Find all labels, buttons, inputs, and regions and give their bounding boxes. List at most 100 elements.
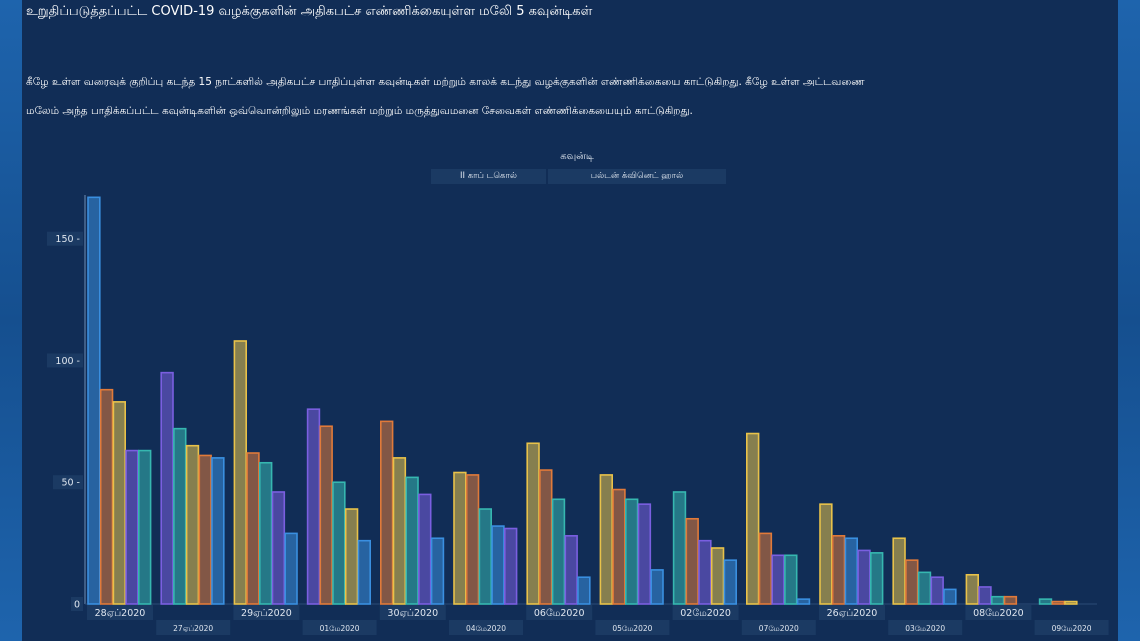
bar <box>284 532 298 605</box>
y-tick-label: 150 - <box>55 234 80 245</box>
x-tick-label-bg <box>741 620 816 635</box>
bar <box>539 469 553 605</box>
legend-item-county-1[interactable]: II காப் டகொல் <box>431 169 546 184</box>
bar <box>745 432 760 605</box>
left-edge-band <box>0 0 22 641</box>
bar <box>784 554 798 605</box>
bar <box>379 420 394 605</box>
x-tick-label: 09மே2020 <box>1052 624 1092 633</box>
x-tick-label-bg <box>672 605 739 620</box>
bar <box>599 474 614 605</box>
x-tick-label-bg <box>595 620 670 635</box>
bar <box>551 498 566 605</box>
bar <box>99 388 114 605</box>
right-edge-band <box>1118 0 1140 641</box>
bar <box>685 517 699 605</box>
bar <box>344 508 359 605</box>
x-tick-label: 29ஏப்2020 <box>241 608 292 619</box>
chart-panel: உறுதிப்படுத்தப்பட்ட COVID-19 வழக்குகளின்… <box>22 0 1118 641</box>
bar <box>160 371 174 605</box>
bar <box>771 554 785 605</box>
x-tick-label: 01மே2020 <box>320 624 360 633</box>
bar <box>844 537 859 605</box>
y-tick-label: 50 - <box>61 478 80 489</box>
bar <box>392 457 407 605</box>
x-tick-label-bg <box>379 605 446 620</box>
bar-chart: 0 50 - 100 - 150 - 28ஏப்2020 27ஏப்2020 29ஏப்20… <box>47 195 1109 635</box>
x-tick-label: 26ஏப்2020 <box>827 608 878 619</box>
x-tick-label: 05மே2020 <box>612 624 652 633</box>
bar <box>978 586 992 605</box>
x-tick-label-bg <box>156 620 231 635</box>
bar <box>138 449 152 605</box>
bar <box>758 532 773 605</box>
bar <box>319 425 333 605</box>
bar <box>637 503 652 605</box>
x-tick-label-bg <box>449 620 523 635</box>
bar <box>612 488 626 605</box>
bar <box>453 471 467 605</box>
x-tick-label: 08மே2020 <box>973 608 1024 619</box>
bar <box>306 408 321 605</box>
x-tick-label: 06மே2020 <box>534 608 585 619</box>
bar <box>698 539 712 605</box>
bar <box>259 461 273 605</box>
bar <box>271 491 286 605</box>
bar <box>478 508 492 605</box>
bar <box>905 559 919 605</box>
bar <box>869 552 884 605</box>
bar <box>672 491 687 605</box>
x-tick-label-bg <box>302 620 377 635</box>
bar <box>819 503 833 605</box>
x-tick-label: 27ஏப்2020 <box>173 624 213 633</box>
y-tick-label-bg <box>47 353 83 368</box>
bar <box>990 595 1005 605</box>
bar <box>198 454 212 605</box>
bar <box>710 547 725 605</box>
bar <box>1064 600 1078 605</box>
bar <box>173 427 187 605</box>
y-tick-label: 100 - <box>55 356 80 367</box>
bar <box>564 535 578 605</box>
bar <box>233 340 247 605</box>
bar <box>185 444 200 605</box>
bar <box>857 549 871 605</box>
page-title: உறுதிப்படுத்தப்பட்ட COVID-19 வழக்குகளின்… <box>26 4 593 19</box>
bar <box>624 498 639 605</box>
bar <box>650 569 664 605</box>
bar <box>357 539 371 605</box>
x-tick-label-bg <box>1034 620 1109 635</box>
x-tick-label-bg <box>965 605 1032 620</box>
y-tick-label-bg <box>53 475 83 490</box>
description-line-2: மலேம் அந்த பாதிக்கப்பட்ட கவுன்டிகளின் ஒவ… <box>26 105 693 117</box>
bar <box>503 527 518 605</box>
x-tick-label: 28ஏப்2020 <box>95 608 146 619</box>
bar <box>418 493 432 605</box>
legend-title: கவுன்டி <box>560 151 594 162</box>
bar <box>930 576 944 605</box>
description-line-1: கீழே உள்ள வரைவுக் குறிப்பு கடந்த 15 நாட்… <box>26 76 865 88</box>
bar <box>723 559 738 605</box>
bar <box>831 535 846 605</box>
y-tick-label: 0 <box>74 600 80 611</box>
bar <box>112 401 127 605</box>
bar <box>1038 598 1053 605</box>
bar <box>526 442 540 605</box>
x-tick-label-bg <box>819 605 885 620</box>
bar <box>892 537 906 605</box>
bar <box>491 525 505 605</box>
x-tick-label-bg <box>233 605 300 620</box>
x-tick-label-bg <box>888 620 963 635</box>
legend-item-county-2[interactable]: பல்டன் க்வினெட் ஹால் <box>548 169 726 184</box>
bar <box>1003 595 1018 605</box>
bar <box>917 571 932 605</box>
x-tick-label-bg <box>87 605 153 620</box>
bar <box>332 481 346 605</box>
x-tick-label: 30ஏப்2020 <box>387 608 438 619</box>
bar <box>796 598 811 605</box>
x-tick-label-bg <box>526 605 593 620</box>
bar <box>430 537 445 605</box>
bar <box>211 457 225 605</box>
x-tick-label: 02மே2020 <box>680 608 731 619</box>
bar <box>125 449 139 605</box>
